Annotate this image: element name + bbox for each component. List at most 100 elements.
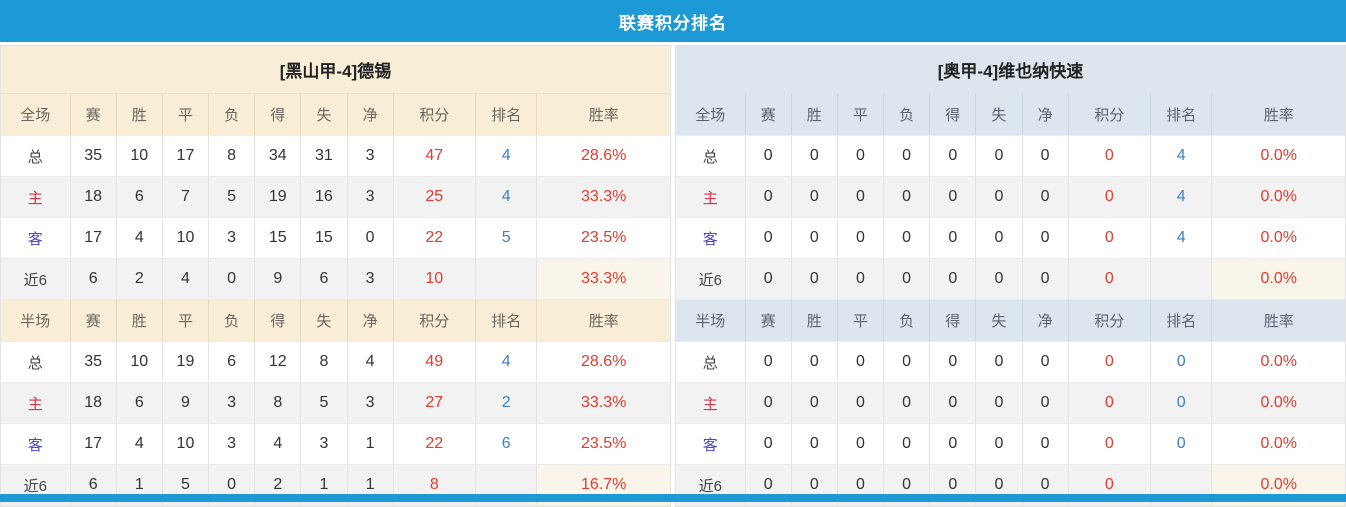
winrate-value: 23.5%: [537, 424, 670, 464]
winrate-value: 33.3%: [537, 383, 670, 423]
stat-value: 15: [301, 218, 348, 258]
winrate-value: 33.3%: [537, 259, 670, 299]
stat-value: 19: [255, 177, 302, 217]
stat-value: 7: [162, 177, 210, 217]
stat-value: 3: [209, 424, 256, 464]
column-header: 胜率: [537, 94, 670, 135]
rank-value: 4: [1150, 177, 1213, 217]
stat-value: 0: [209, 259, 256, 299]
points-value: 22: [393, 218, 476, 258]
stat-value: 0: [976, 342, 1023, 382]
section-label: 全场: [1, 94, 71, 135]
stat-value: 0: [930, 259, 977, 299]
column-header: 失: [301, 300, 348, 341]
stats-row-total: 总 0 0 0 0 0 0 0 0 4 0.0%: [676, 136, 1345, 177]
column-header: 失: [301, 94, 348, 135]
points-value: 0: [1068, 259, 1151, 299]
stat-value: 0: [976, 218, 1023, 258]
column-header: 平: [162, 94, 210, 135]
column-header: 负: [209, 300, 256, 341]
stat-value: 0: [884, 136, 931, 176]
points-value: 0: [1068, 383, 1151, 423]
stats-row-recent: 近6 0 0 0 0 0 0 0 0 0.0%: [676, 259, 1345, 300]
column-header: 胜: [791, 300, 838, 341]
row-label: 近6: [676, 259, 746, 299]
row-label: 客: [1, 218, 71, 258]
stat-value: 0: [976, 177, 1023, 217]
section-header-row: 全场赛胜平负得失净积分 排名 胜率: [676, 94, 1345, 136]
stat-value: 3: [209, 218, 256, 258]
section-header-row: 半场赛胜平负得失净积分 排名 胜率: [1, 300, 670, 342]
stats-row-home: 主 18 6 9 3 8 5 3 27 2 33.3%: [1, 383, 670, 424]
row-label: 主: [1, 383, 71, 423]
column-header: 赛: [70, 300, 117, 341]
stat-value: 0: [1022, 424, 1069, 464]
column-header: 排名: [475, 94, 538, 135]
winrate-value: 28.6%: [537, 136, 670, 176]
row-label: 主: [676, 383, 746, 423]
section-label: 全场: [676, 94, 746, 135]
winrate-value: 0.0%: [1212, 218, 1345, 258]
column-header: 负: [884, 94, 931, 135]
stat-value: 5: [301, 383, 348, 423]
stat-value: 16: [301, 177, 348, 217]
column-header: 排名: [475, 300, 538, 341]
stats-row-total: 总 35 10 17 8 34 31 3 47 4 28.6%: [1, 136, 670, 177]
stat-value: 0: [884, 383, 931, 423]
stat-value: 4: [116, 424, 163, 464]
stat-value: 0: [976, 424, 1023, 464]
stat-value: 0: [930, 136, 977, 176]
points-value: 10: [393, 259, 476, 299]
column-header: 净: [347, 94, 394, 135]
section-header-row: 全场赛胜平负得失净积分 排名 胜率: [1, 94, 670, 136]
stat-value: 35: [70, 342, 117, 382]
stat-value: 0: [791, 424, 838, 464]
column-header: 失: [976, 94, 1023, 135]
section-header-row: 半场赛胜平负得失净积分 排名 胜率: [676, 300, 1345, 342]
stat-value: 0: [976, 136, 1023, 176]
column-header: 胜: [116, 300, 163, 341]
stat-value: 3: [209, 383, 256, 423]
row-label: 总: [676, 136, 746, 176]
rank-value: 0: [1150, 424, 1213, 464]
stat-value: 0: [745, 383, 792, 423]
stat-value: 0: [884, 259, 931, 299]
points-value: 25: [393, 177, 476, 217]
stat-value: 3: [347, 136, 394, 176]
points-value: 47: [393, 136, 476, 176]
points-value: 27: [393, 383, 476, 423]
stat-value: 18: [70, 383, 117, 423]
column-header: 胜: [791, 94, 838, 135]
stat-value: 0: [791, 218, 838, 258]
column-header: 平: [837, 94, 885, 135]
stat-value: 4: [162, 259, 210, 299]
stat-value: 0: [791, 259, 838, 299]
column-header: 平: [837, 300, 885, 341]
column-header: 排名: [1150, 94, 1213, 135]
rank-value: 0: [1150, 342, 1213, 382]
winrate-value: 23.5%: [537, 218, 670, 258]
points-value: 22: [393, 424, 476, 464]
column-header: 平: [162, 300, 210, 341]
column-header: 失: [976, 300, 1023, 341]
points-value: 0: [1068, 342, 1151, 382]
column-header: 得: [255, 94, 302, 135]
stat-value: 0: [791, 383, 838, 423]
team-table: [奥甲-4]维也纳快速 全场赛胜平负得失净积分 排名 胜率总 0 0 0 0 0 0 0 0 4 0.0%…: [675, 45, 1346, 507]
stat-value: 0: [884, 424, 931, 464]
stat-value: 34: [255, 136, 302, 176]
column-header: 负: [884, 300, 931, 341]
stat-value: 1: [347, 424, 394, 464]
stat-value: 0: [791, 342, 838, 382]
rank-value: 4: [475, 136, 538, 176]
stat-value: 0: [1022, 218, 1069, 258]
stat-value: 0: [837, 424, 885, 464]
stats-row-home: 主 18 6 7 5 19 16 3 25 4 33.3%: [1, 177, 670, 218]
row-label: 客: [676, 424, 746, 464]
stat-value: 0: [930, 177, 977, 217]
stat-value: 6: [116, 383, 163, 423]
stat-value: 0: [1022, 383, 1069, 423]
stat-value: 0: [1022, 136, 1069, 176]
stat-value: 0: [791, 136, 838, 176]
bottom-accent-bar: [0, 494, 1346, 502]
